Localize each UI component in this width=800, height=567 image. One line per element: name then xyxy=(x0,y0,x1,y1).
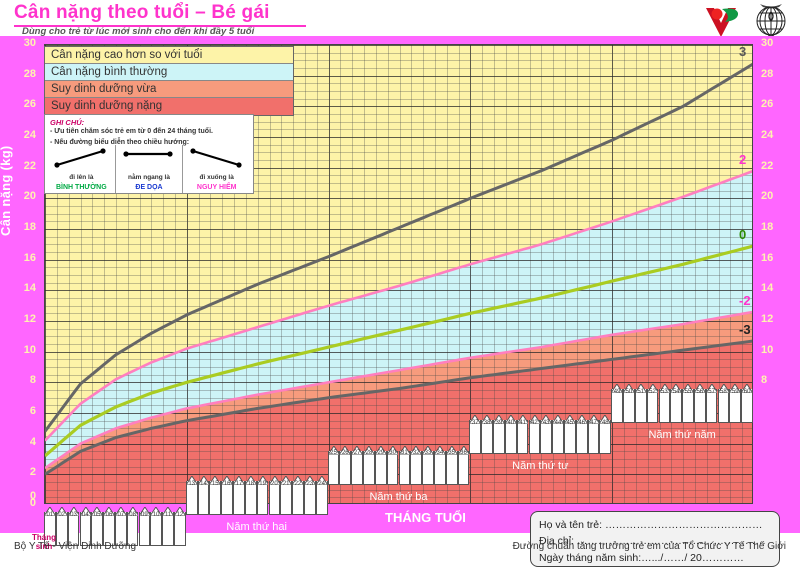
month-number: 10 xyxy=(150,512,162,518)
month-number: 18 xyxy=(245,481,257,487)
month-number: 56 xyxy=(694,389,706,395)
month-number: 27 xyxy=(351,450,363,456)
month-number: 21 xyxy=(280,481,292,487)
month-number: 43 xyxy=(540,420,552,426)
child-info-box[interactable]: Họ và tên trẻ: ……………………………………… Địa chỉ: … xyxy=(530,511,780,567)
month-number: 53 xyxy=(659,389,671,395)
month-number: 22 xyxy=(292,481,304,487)
month-number: 13 xyxy=(186,481,198,487)
page-title: Cân nặng theo tuổi – Bé gái xyxy=(14,2,270,24)
y-tick-left: 16 xyxy=(6,252,36,264)
month-number: 40 xyxy=(505,420,517,426)
child-name-field[interactable]: Họ và tên trẻ: ……………………………………… xyxy=(539,517,771,533)
month-number: 11 xyxy=(162,512,174,518)
month-number: 15 xyxy=(209,481,221,487)
x-origin-label: 0 xyxy=(30,490,36,502)
month-number: 04 xyxy=(80,512,92,518)
month-number: 48 xyxy=(599,420,611,426)
month-number: 39 xyxy=(493,420,505,426)
year-label: Năm thứ năm xyxy=(642,429,722,441)
month-number: 09 xyxy=(139,512,151,518)
month-number: 47 xyxy=(588,420,600,426)
year-label: Năm thứ ba xyxy=(359,491,439,503)
y-tick-left: 6 xyxy=(6,405,36,417)
month-number: 31 xyxy=(399,450,411,456)
month-number: 59 xyxy=(729,389,741,395)
year-label: Năm thứ hai xyxy=(217,521,297,533)
y-tick-left: 4 xyxy=(6,436,36,448)
month-number: 20 xyxy=(269,481,281,487)
y-tick-left: 14 xyxy=(6,282,36,294)
month-number: 14 xyxy=(198,481,210,487)
month-number: 45 xyxy=(564,420,576,426)
month-number: 50 xyxy=(623,389,635,395)
month-number: 03 xyxy=(68,512,80,518)
month-number: 24 xyxy=(316,481,328,487)
footer-left: Bộ Y Tế - Viện Dinh Dưỡng xyxy=(14,541,136,552)
month-number: 36 xyxy=(458,450,470,456)
month-staircase: 01 02 03 04 05 xyxy=(44,44,800,544)
month-number: 25 xyxy=(328,450,340,456)
month-number: 58 xyxy=(718,389,730,395)
month-number: 26 xyxy=(339,450,351,456)
month-number: 30 xyxy=(387,450,399,456)
month-number: 57 xyxy=(706,389,718,395)
month-number: 44 xyxy=(552,420,564,426)
y-tick-left: 26 xyxy=(6,98,36,110)
month-number: 12 xyxy=(174,512,186,518)
chart-page: 302826242220181614121086420 302826242220… xyxy=(0,36,800,533)
month-number: 41 xyxy=(517,420,529,426)
month-number: 23 xyxy=(304,481,316,487)
month-number: 38 xyxy=(481,420,493,426)
month-number: 17 xyxy=(233,481,245,487)
month-number: 60 xyxy=(741,389,753,395)
month-number: 55 xyxy=(682,389,694,395)
y-tick-left: 12 xyxy=(6,313,36,325)
month-number: 29 xyxy=(375,450,387,456)
month-number: 05 xyxy=(91,512,103,518)
y-tick-left: 10 xyxy=(6,344,36,356)
month-number: 37 xyxy=(469,420,481,426)
month-number: 06 xyxy=(103,512,115,518)
month-number: 49 xyxy=(611,389,623,395)
month-number: 02 xyxy=(56,512,68,518)
month-number: 16 xyxy=(221,481,233,487)
year-label: Năm thứ tư xyxy=(500,460,580,472)
month-number: 52 xyxy=(647,389,659,395)
month-number: 42 xyxy=(529,420,541,426)
y-tick-left: 8 xyxy=(6,374,36,386)
month-number: 35 xyxy=(446,450,458,456)
footer-right: Đường chuẩn tăng trưởng trẻ em của Tổ Ch… xyxy=(513,541,786,552)
y-tick-left: 28 xyxy=(6,68,36,80)
y-tick-left: 30 xyxy=(6,37,36,49)
month-number: 19 xyxy=(257,481,269,487)
year-label: Năm thứ nhất xyxy=(75,552,155,564)
y-axis-label: Cân nặng (kg) xyxy=(0,116,13,236)
month-number: 34 xyxy=(434,450,446,456)
month-number: 46 xyxy=(576,420,588,426)
month-number: 01 xyxy=(44,512,56,518)
month-number: 33 xyxy=(422,450,434,456)
month-number: 08 xyxy=(127,512,139,518)
month-number: 54 xyxy=(670,389,682,395)
y-tick-left: 2 xyxy=(6,466,36,478)
month-number: 51 xyxy=(635,389,647,395)
month-number: 07 xyxy=(115,512,127,518)
month-number: 28 xyxy=(363,450,375,456)
month-number: 32 xyxy=(410,450,422,456)
